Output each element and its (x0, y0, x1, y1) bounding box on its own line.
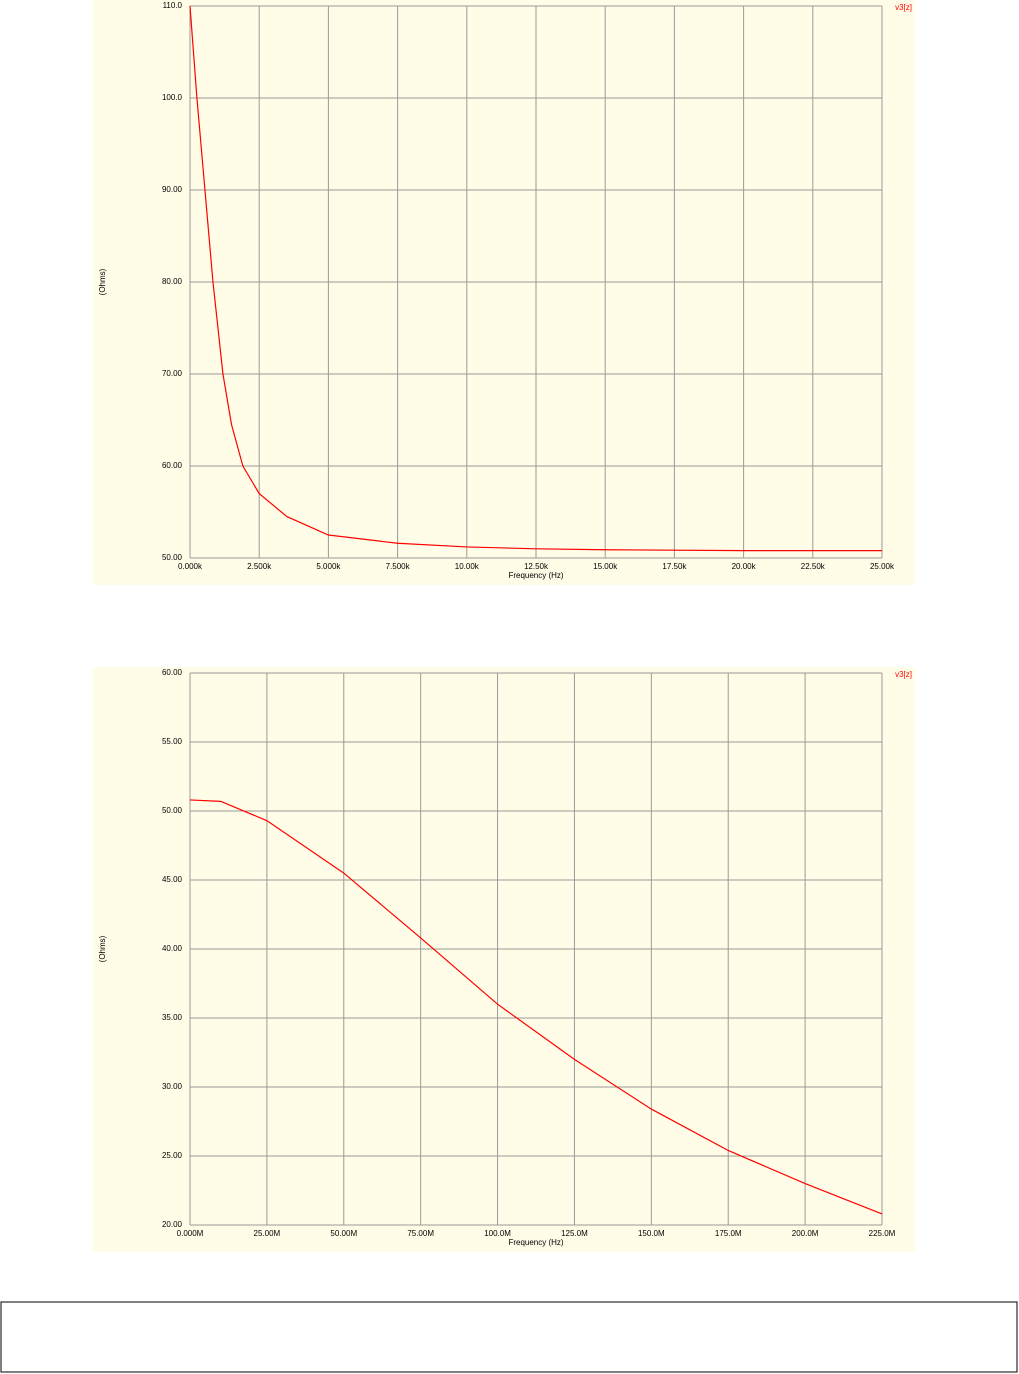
y-tick-label: 60.00 (162, 461, 183, 470)
x-tick-label: 7.500k (386, 562, 411, 571)
y-tick-label: 50.00 (162, 806, 183, 815)
x-tick-label: 125.0M (561, 1229, 588, 1238)
x-tick-label: 0.000k (178, 562, 203, 571)
y-tick-label: 110.0 (163, 1, 183, 10)
y-tick-label: 70.00 (162, 369, 183, 378)
y-tick-label: 60.00 (162, 668, 183, 677)
empty-box (0, 1301, 1018, 1373)
y-tick-label: 100.0 (162, 93, 183, 102)
y-axis-label: (Ohms) (98, 268, 107, 295)
x-tick-label: 150.0M (638, 1229, 665, 1238)
y-tick-label: 55.00 (162, 737, 183, 746)
x-tick-label: 0.000M (177, 1229, 204, 1238)
x-tick-label: 25.00M (254, 1229, 281, 1238)
series-line (189, 799, 883, 1215)
x-axis-label: Frequency (Hz) (508, 571, 563, 580)
y-tick-label: 45.00 (162, 875, 183, 884)
series-line (189, 5, 882, 552)
y-tick-label: 50.00 (162, 553, 183, 562)
legend-entry: v3[z] (895, 670, 912, 679)
y-tick-label: 80.00 (162, 277, 183, 286)
y-axis-label: (Ohms) (98, 935, 107, 962)
y-tick-label: 35.00 (162, 1013, 183, 1022)
x-tick-label: 20.00k (732, 562, 757, 571)
x-tick-label: 5.000k (316, 562, 341, 571)
x-tick-label: 25.00k (870, 562, 895, 571)
x-tick-label: 75.00M (407, 1229, 434, 1238)
x-tick-label: 2.500k (247, 562, 272, 571)
chart-panel (93, 667, 915, 1252)
y-tick-label: 40.00 (162, 944, 183, 953)
x-tick-label: 10.00k (455, 562, 480, 571)
x-tick-label: 200.0M (792, 1229, 819, 1238)
x-tick-label: 12.50k (524, 562, 549, 571)
x-tick-label: 50.00M (330, 1229, 357, 1238)
y-tick-label: 90.00 (162, 185, 183, 194)
x-tick-label: 17.50k (662, 562, 687, 571)
x-axis-label: Frequency (Hz) (508, 1238, 563, 1247)
chart-panel (93, 0, 915, 585)
legend-entry: v3[z] (895, 3, 912, 12)
y-tick-label: 25.00 (162, 1151, 183, 1160)
y-tick-label: 30.00 (162, 1082, 183, 1091)
x-tick-label: 175.0M (715, 1229, 742, 1238)
x-tick-label: 225.0M (869, 1229, 896, 1238)
x-tick-label: 100.0M (484, 1229, 511, 1238)
y-tick-label: 20.00 (162, 1220, 183, 1229)
x-tick-label: 15.00k (593, 562, 618, 571)
x-tick-label: 22.50k (801, 562, 826, 571)
